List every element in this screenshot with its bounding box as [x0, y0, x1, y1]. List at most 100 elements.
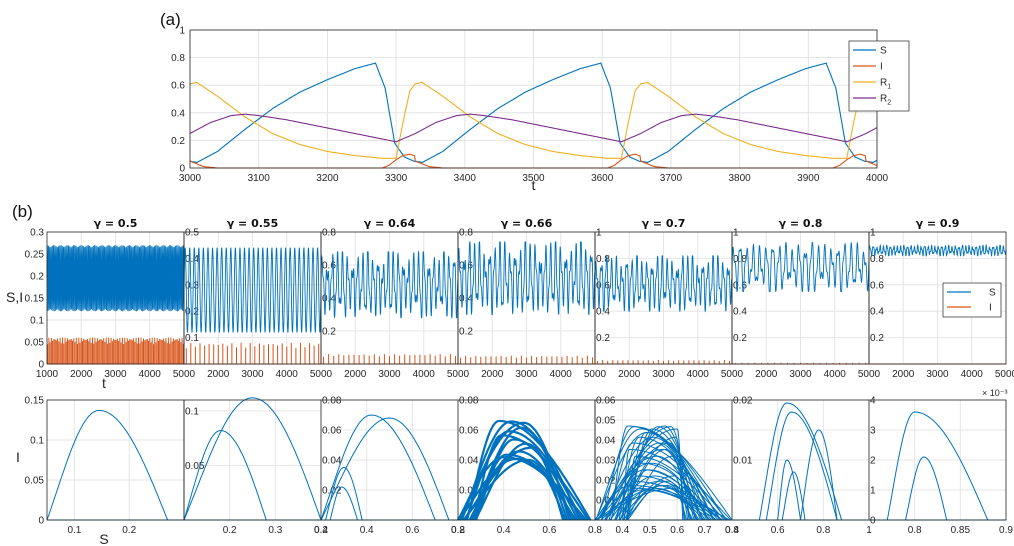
- y-tick-label: 0.15: [25, 396, 45, 407]
- axes-box: [868, 399, 1007, 521]
- y-tick-label: 0.2: [733, 333, 747, 344]
- trajectory-band-10: [595, 428, 720, 521]
- y-tick-label: 2: [870, 456, 876, 467]
- series-line-r2: [189, 113, 878, 143]
- series-line-i: [47, 337, 184, 365]
- y-tick-label: 0.03: [596, 456, 616, 467]
- x-tick-label: 0.4: [725, 525, 739, 536]
- y-tick-label: 0.6: [459, 261, 473, 272]
- x-tick-label: 0.8: [816, 525, 830, 536]
- trajectory-band-7: [597, 487, 724, 521]
- x-tick-label: 4000: [824, 369, 847, 380]
- y-tick-label: 0.1: [185, 406, 199, 417]
- y-tick-label: 0.05: [25, 476, 45, 487]
- y-tick-label: 0.1: [185, 333, 199, 344]
- x-tick-label: 0.6: [542, 525, 556, 536]
- x-tick-label: 4000: [550, 369, 573, 380]
- y-tick-label: 0.06: [596, 396, 616, 407]
- x-tick-label: 3400: [454, 173, 477, 184]
- trajectory-loop-2: [800, 429, 838, 521]
- timeseries-subplot-6: 0.2 0.4 0.6 0.8 1 5000 2000 3000 4000 5000 γ = 0.9: [858, 217, 1014, 380]
- x-tick-label: 2000: [618, 369, 641, 380]
- y-tick-label: 1: [870, 486, 876, 497]
- x-axis-label-a: t: [532, 177, 536, 193]
- y-tick-label: 1: [733, 228, 739, 239]
- series-line-i: [184, 342, 321, 365]
- trajectory-loop-4: [781, 471, 806, 521]
- y-tick-label: 0.8: [733, 254, 747, 265]
- y-tick-label: 0.8: [870, 254, 884, 265]
- trajectory-band-0: [610, 425, 733, 521]
- trajectory-band-5: [601, 426, 727, 521]
- x-tick-label: 4000: [413, 369, 436, 380]
- trajectory-band-19: [627, 428, 709, 521]
- x-tick-label: 2000: [755, 369, 778, 380]
- y-tick-label: 0.02: [733, 396, 753, 407]
- x-tick-label: 0.4: [497, 525, 511, 536]
- x-tick-label: 0.6: [670, 525, 684, 536]
- x-tick-label: 5000: [995, 369, 1014, 380]
- series-line-s: [183, 247, 322, 333]
- x-tick-label: 4000: [276, 369, 299, 380]
- trajectory-loop-3: [777, 459, 801, 521]
- x-tick-label: 5000: [858, 369, 881, 380]
- y-tick-label: 0.2: [596, 333, 610, 344]
- panel-a-label: (a): [160, 10, 181, 29]
- x-tick-label: 3000: [926, 369, 949, 380]
- legend-label: I: [880, 62, 883, 73]
- x-tick-label: 0.8: [451, 525, 465, 536]
- y-tick-label: 0.25: [25, 250, 45, 261]
- y-tick-label: 0.2: [870, 333, 884, 344]
- x-tick-label: 2000: [892, 369, 915, 380]
- axes-box: [183, 399, 322, 521]
- y-tick-label: 0.01: [733, 456, 753, 467]
- x-tick-label: 0.8: [908, 525, 922, 536]
- trajectory-band-12: [462, 458, 567, 521]
- series-line-r1: [189, 81, 878, 159]
- x-tick-label: 0.3: [268, 525, 282, 536]
- y-tick-label: 0.08: [322, 396, 342, 407]
- legend-label: S: [880, 46, 887, 57]
- x-tick-label: 3000: [378, 369, 401, 380]
- y-tick-label: 0.4: [171, 108, 185, 119]
- series-line-s: [320, 250, 459, 319]
- legend-label: S: [989, 288, 996, 299]
- x-tick-label: 3000: [652, 369, 675, 380]
- y-tick-label: 4: [870, 396, 876, 407]
- y-tick-label: 0: [179, 164, 185, 175]
- trajectory-loop-1: [183, 429, 267, 521]
- y-tick-label: 0.01: [596, 496, 616, 507]
- x-tick-label: 3500: [522, 173, 545, 184]
- x-tick-label: 2000: [207, 369, 230, 380]
- trajectory-loop-1: [320, 417, 450, 521]
- y-tick-label: 0.5: [185, 228, 199, 239]
- y-tick-label: 0.3: [185, 280, 199, 291]
- y-axis-exponent: × 10⁻³: [982, 388, 1008, 398]
- panel-b-label: (b): [12, 202, 33, 221]
- y-tick-label: 0.2: [30, 272, 44, 283]
- x-tick-label: 0.2: [122, 525, 136, 536]
- x-tick-label: 0.6: [405, 525, 419, 536]
- y-tick-label: 0: [38, 516, 44, 527]
- y-tick-label: 0.04: [459, 456, 479, 467]
- x-tick-label: 3300: [385, 173, 408, 184]
- x-tick-label: 3000: [104, 369, 127, 380]
- phase-subplot-1: 0.2 0.3 0.4 0.05 0.1: [183, 397, 328, 536]
- y-axis-label-c: I: [16, 449, 20, 465]
- phase-subplot-4: 0.4 0.5 0.6 0.7 0.8 0.01 0.02 0.03 0.04 0.05 0.06: [594, 396, 739, 536]
- x-tick-label: 0.8: [725, 525, 739, 536]
- trajectory-band-35: [626, 455, 689, 521]
- series-line-s: [46, 245, 185, 312]
- trajectory-band-10: [457, 421, 571, 521]
- y-tick-label: 0.15: [25, 294, 45, 305]
- x-tick-label: 4000: [687, 369, 710, 380]
- panel-b-timeseries: 0 0.05 0.1 0.15 0.2 0.25 0.3 1000 2000 3000 4000 γ …: [6, 217, 1014, 391]
- x-tick-label: 2000: [344, 369, 367, 380]
- legend-box: [942, 282, 1002, 318]
- x-tick-label: 2000: [481, 369, 504, 380]
- x-tick-label: 4000: [961, 369, 984, 380]
- trajectory-band-9: [618, 436, 722, 521]
- series-line-s: [731, 242, 870, 293]
- series-line-s: [457, 241, 596, 315]
